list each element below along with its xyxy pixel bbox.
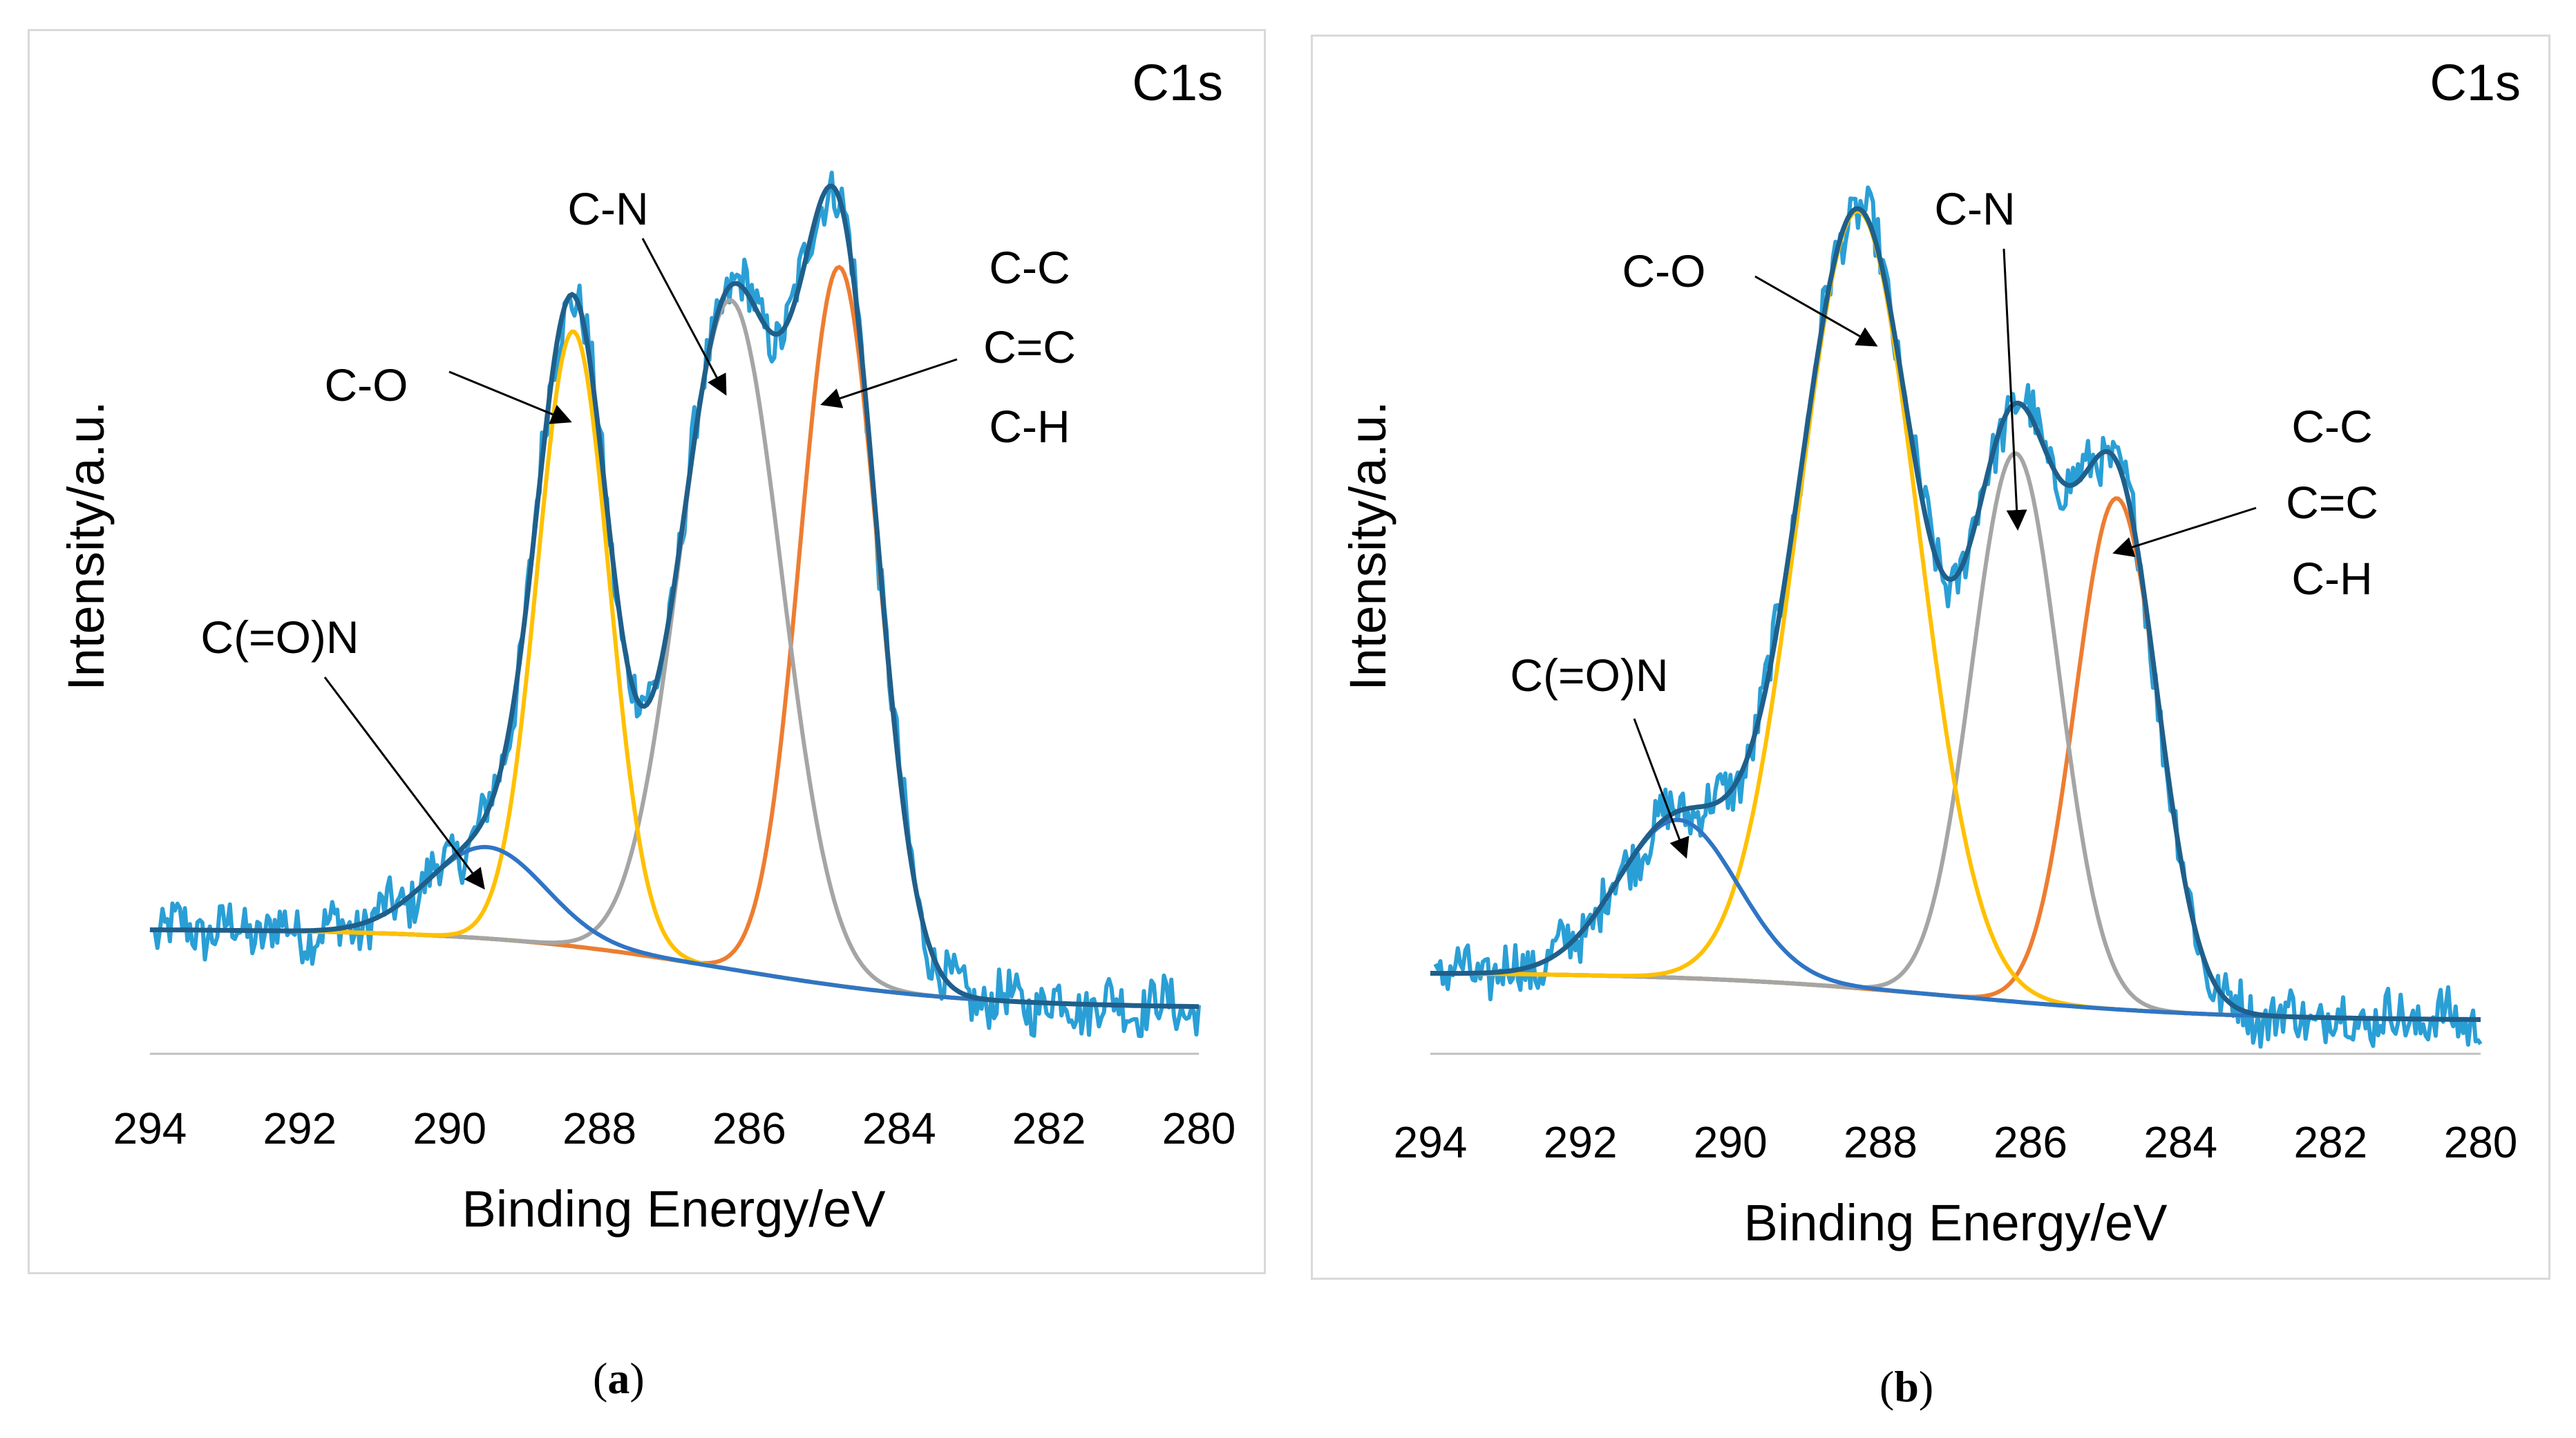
annotation-arrow [641,238,727,396]
panel-a: 294 292 290 288 286 284 282 280 Binding Energy/e… [57,54,1235,1238]
annotation-label: C=C [2286,477,2378,528]
chart-title: C1s [2430,54,2521,111]
annotation-label: C(=O)N [1510,650,1668,701]
panel-b-frame [1311,35,2550,1280]
annotation-arrow [2112,507,2257,558]
annotation-label: C-H [2291,553,2372,604]
x-tick-label: 286 [1993,1117,2067,1167]
envelope-fit-line [1430,206,2481,1022]
x-tick-label: 286 [712,1104,786,1153]
peak-c-o-n-line [149,844,1200,1009]
y-axis-title: Intensity/a.u. [1339,401,1396,691]
annotation-arrow [1633,718,1689,859]
x-tick-label: 284 [2143,1117,2217,1167]
annotation-label: C=C [983,321,1076,372]
x-tick-label: 290 [413,1104,486,1153]
annotation-label: C-O [1622,245,1706,296]
caption-a: (a) [593,1354,645,1403]
annotation-label: C-C [989,242,1070,293]
annotation-arrow [820,358,958,408]
annotation-label: C-H [989,401,1070,452]
x-tick-label: 282 [2293,1117,2367,1167]
x-axis-title: Binding Energy/eV [462,1180,887,1238]
x-tick-label: 292 [263,1104,337,1153]
x-tick-label: 294 [1394,1117,1468,1167]
x-tick-label: 288 [562,1104,636,1153]
x-tick-label: 280 [1162,1104,1236,1153]
panel-a-frame [28,29,1266,1274]
x-tick-label: 292 [1544,1117,1618,1167]
x-tick-label: 280 [2444,1117,2518,1167]
y-axis-title: Intensity/a.u. [57,401,115,691]
caption-b-letter: b [1894,1362,1919,1411]
annotation-arrow [2002,248,2027,531]
annotation-label: C-O [325,359,408,410]
x-tick-label: 290 [1694,1117,1768,1167]
x-tick-label: 288 [1844,1117,1917,1167]
annotation-arrow [1754,275,1878,347]
annotation-arrow [323,677,485,890]
x-tick-label: 282 [1012,1104,1086,1153]
panel-b: 294 292 290 288 286 284 282 280 Binding Energy/e… [1339,54,2521,1251]
x-tick-label: 284 [862,1104,936,1153]
x-tick-label: 294 [113,1104,187,1153]
annotation-label: C-C [2291,401,2372,452]
peak-c-o-line [1430,209,2481,1022]
envelope-fit-line [149,183,1200,1010]
x-axis-title: Binding Energy/eV [1744,1194,2168,1251]
annotation-arrow [448,370,572,424]
annotation-label: C-N [1934,183,2015,234]
caption-b: (b) [1879,1362,1934,1411]
chart-title: C1s [1132,54,1223,111]
peak-c-n-line [1430,451,2481,1022]
annotation-label: C(=O)N [200,612,359,663]
annotation-label: C-N [567,183,648,234]
caption-a-letter: a [607,1354,630,1403]
